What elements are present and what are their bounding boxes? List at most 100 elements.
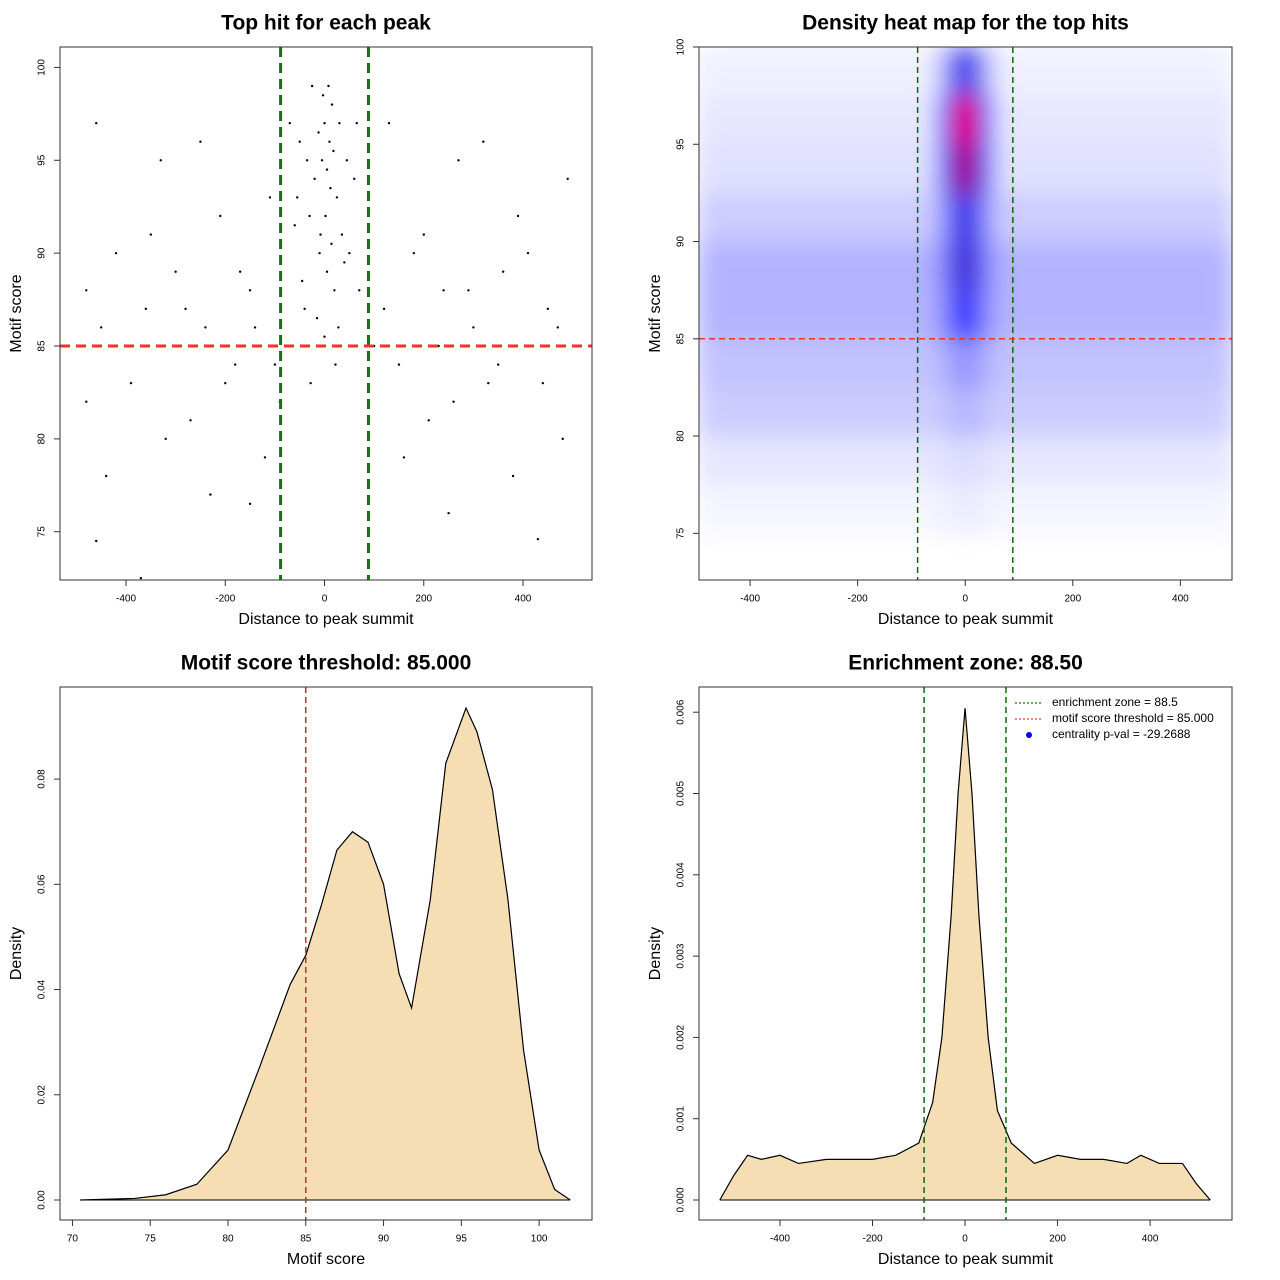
x-axis-label: Distance to peak summit: [878, 1251, 1054, 1268]
heat-cell: [1126, 192, 1232, 243]
x-tick-label: 100: [531, 1234, 548, 1245]
heat-cell: [992, 436, 1020, 486]
point: [482, 140, 485, 143]
heat-cell: [1019, 436, 1128, 486]
heat-cell: [1019, 338, 1128, 388]
y-tick-label: 0.002: [676, 1024, 687, 1049]
y-tick-label: 0.001: [676, 1106, 687, 1131]
heat-cell: [992, 387, 1020, 437]
point: [447, 511, 450, 515]
heat-cell: [992, 95, 1020, 145]
heat-cell: [954, 338, 977, 388]
heat-cell: [911, 241, 939, 291]
point: [224, 381, 227, 385]
heat-cell: [911, 95, 939, 145]
point: [333, 289, 336, 292]
point: [114, 251, 118, 255]
point: [323, 335, 326, 338]
x-axis-label: Distance to peak summit: [878, 611, 1054, 628]
point: [332, 149, 335, 153]
heat-cell: [911, 484, 939, 534]
point: [95, 121, 98, 125]
point: [472, 326, 475, 329]
x-tick-label: -400: [116, 594, 136, 605]
plot-area: [85, 84, 569, 580]
point: [328, 140, 331, 143]
point: [329, 186, 332, 190]
heat-cell: [1019, 144, 1128, 194]
heat-cell: [803, 387, 912, 437]
heat-cell: [954, 192, 977, 243]
x-tick-label: 85: [300, 1234, 312, 1245]
x-tick-label: 95: [456, 1234, 468, 1245]
heat-cell: [975, 436, 993, 486]
point: [317, 131, 320, 134]
y-tick-label: 90: [37, 247, 48, 259]
point: [238, 270, 242, 273]
point: [313, 177, 316, 181]
point: [129, 381, 133, 385]
heat-cell: [992, 47, 1020, 97]
heat-cell: [954, 95, 977, 145]
point: [309, 381, 312, 385]
point: [467, 289, 470, 292]
heat-cell: [992, 192, 1020, 243]
point: [501, 270, 505, 273]
point: [308, 214, 311, 218]
point: [149, 233, 153, 236]
x-tick-label: 0: [322, 594, 328, 605]
y-tick-label: 95: [676, 138, 687, 150]
heat-cell: [699, 95, 805, 145]
point: [338, 121, 341, 125]
y-tick-label: 75: [676, 527, 687, 539]
point: [345, 159, 349, 162]
y-axis-label: Motif score: [8, 274, 25, 352]
heat-cell: [975, 338, 993, 388]
point: [348, 251, 351, 255]
point: [248, 502, 252, 506]
point: [268, 196, 272, 199]
heat-cell: [1126, 290, 1232, 340]
heat-cell: [992, 484, 1020, 534]
point: [253, 326, 257, 329]
point: [330, 103, 334, 106]
y-tick-label: 0.04: [37, 979, 48, 999]
heat-cell: [699, 436, 805, 486]
heat-cell: [911, 192, 939, 243]
y-tick-label: 0.00: [37, 1190, 48, 1210]
heat-cell: [699, 241, 805, 291]
x-axis-label: Motif score: [287, 1251, 365, 1268]
x-axis-label: Distance to peak summit: [238, 611, 414, 628]
heat-cell: [699, 47, 805, 97]
x-tick-label: 90: [378, 1234, 390, 1245]
heat-cell: [699, 484, 805, 534]
point: [497, 363, 500, 366]
y-tick-label: 75: [37, 526, 48, 538]
y-tick-label: 0.006: [676, 699, 687, 724]
heat-cell: [1019, 290, 1128, 340]
heat-cell: [699, 192, 805, 243]
legend-label: centrality p-val = -29.2688: [1052, 727, 1191, 741]
y-axis-label: Density: [647, 927, 664, 980]
x-tick-label: 0: [962, 594, 968, 605]
x-tick-label: -200: [215, 594, 235, 605]
heat-cell: [1126, 436, 1232, 486]
heat-cell: [911, 387, 939, 437]
point: [334, 363, 337, 366]
heat-cell: [938, 192, 955, 243]
y-tick-label: 100: [37, 59, 48, 76]
heat-cell: [954, 387, 977, 437]
point: [427, 419, 430, 422]
heat-cell: [938, 241, 955, 291]
y-tick-label: 0.02: [37, 1085, 48, 1105]
plot-frame: [59, 46, 593, 581]
point: [184, 307, 187, 311]
point: [233, 363, 237, 366]
y-tick-label: 0.000: [676, 1187, 687, 1212]
point: [320, 159, 324, 162]
point: [546, 307, 550, 311]
point: [511, 474, 515, 478]
density-line: [719, 708, 1211, 1201]
chart-title: Density heat map for the top hits: [802, 12, 1129, 35]
point: [353, 177, 356, 181]
